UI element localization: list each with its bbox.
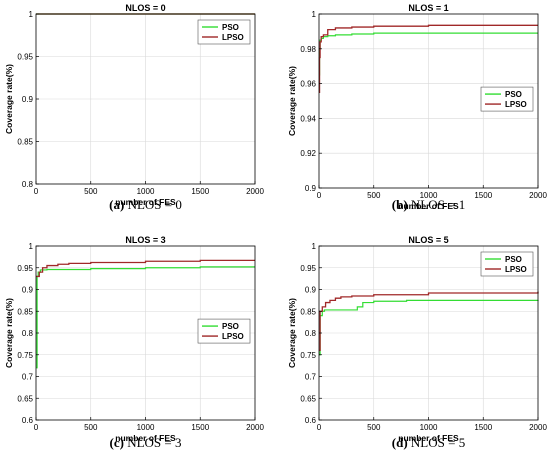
chart-title: NLOS = 0 xyxy=(125,3,165,13)
x-axis-label: number of FES xyxy=(115,197,176,207)
x-axis-label: number of FES xyxy=(398,433,459,443)
y-tick-label: 0.8 xyxy=(22,180,34,189)
y-tick-label: 0.9 xyxy=(22,286,34,295)
legend-box xyxy=(480,251,534,277)
x-tick-label: 1000 xyxy=(137,423,155,432)
y-tick-label: 0.7 xyxy=(22,373,34,382)
y-tick-label: 0.85 xyxy=(17,138,33,147)
y-tick-label: 0.75 xyxy=(17,351,33,360)
y-tick-label: 1 xyxy=(312,242,317,251)
y-tick-label: 0.9 xyxy=(22,95,34,104)
y-tick-label: 0.98 xyxy=(300,45,316,54)
x-tick-label: 500 xyxy=(367,191,381,200)
chart-title: NLOS = 5 xyxy=(408,235,448,245)
legend-label-pso: PSO xyxy=(505,90,522,99)
caption-text: NLOS = 3 xyxy=(124,435,182,450)
x-tick-label: 0 xyxy=(317,191,322,200)
y-tick-label: 0.8 xyxy=(305,329,317,338)
x-axis-label: number of FES xyxy=(398,201,459,211)
caption-label: (d) xyxy=(392,435,408,450)
legend-label-pso: PSO xyxy=(505,255,522,264)
x-tick-label: 1500 xyxy=(191,187,209,196)
x-tick-label: 500 xyxy=(84,187,98,196)
series-line-lpso xyxy=(318,24,538,93)
y-tick-label: 1 xyxy=(29,10,34,19)
y-tick-label: 0.85 xyxy=(300,307,316,316)
y-tick-label: 0.6 xyxy=(22,416,34,425)
legend-box xyxy=(197,19,251,45)
y-tick-label: 0.6 xyxy=(305,416,317,425)
y-tick-label: 0.94 xyxy=(300,114,316,123)
y-axis-label: Coverage rate(%) xyxy=(4,64,14,134)
y-tick-label: 0.95 xyxy=(17,53,33,62)
legend-label-pso: PSO xyxy=(222,23,239,32)
legend-label-lpso: LPSO xyxy=(505,265,527,274)
x-tick-label: 1000 xyxy=(137,187,155,196)
caption-label: (a) xyxy=(109,197,124,212)
y-tick-label: 1 xyxy=(312,10,317,19)
x-tick-label: 2000 xyxy=(529,423,547,432)
legend-label-lpso: LPSO xyxy=(222,332,244,341)
legend-label-lpso: LPSO xyxy=(222,33,244,42)
y-tick-label: 0.92 xyxy=(300,149,316,158)
legend-box xyxy=(197,318,251,344)
y-tick-label: 0.9 xyxy=(305,184,317,193)
y-tick-label: 0.65 xyxy=(17,394,33,403)
y-tick-label: 0.85 xyxy=(17,307,33,316)
chart-title: NLOS = 1 xyxy=(408,3,448,13)
caption-text: NLOS = 0 xyxy=(124,197,182,212)
series-line-pso xyxy=(319,299,539,356)
chart-panel-4: 0 500 1000 1500 2000 0.6 0.65 0.7 0.75 0.8 0.85 0.9… xyxy=(287,235,547,450)
x-tick-label: 2000 xyxy=(246,187,264,196)
x-tick-label: 0 xyxy=(317,423,322,432)
panel-caption: (a) NLOS = 0 xyxy=(109,197,182,212)
x-axis-label: number of FES xyxy=(115,433,176,443)
series-line-lpso xyxy=(36,259,255,278)
y-tick-label: 0.95 xyxy=(300,264,316,273)
y-tick-label: 0.75 xyxy=(300,351,316,360)
series-line-lpso xyxy=(319,291,539,352)
x-tick-label: 0 xyxy=(34,187,39,196)
x-tick-label: 1500 xyxy=(474,191,492,200)
caption-text: NLOS = 1 xyxy=(408,197,466,212)
x-tick-label: 500 xyxy=(84,423,98,432)
legend-label-pso: PSO xyxy=(222,322,239,331)
y-tick-label: 1 xyxy=(29,242,34,251)
panel-caption: (c) NLOS = 3 xyxy=(110,435,182,450)
x-tick-label: 1000 xyxy=(420,423,438,432)
caption-label: (c) xyxy=(110,435,124,450)
y-tick-label: 0.8 xyxy=(22,329,34,338)
caption-label: (b) xyxy=(392,197,408,212)
y-axis-label: Coverage rate(%) xyxy=(287,66,297,136)
y-tick-label: 0.7 xyxy=(305,373,317,382)
x-tick-label: 0 xyxy=(34,423,39,432)
x-tick-label: 1000 xyxy=(420,191,438,200)
y-tick-label: 0.65 xyxy=(300,394,316,403)
chart-panel-2: 0 500 1000 1500 2000 0.9 0.92 0.94 0.96 0.98 1 NLOS… xyxy=(287,3,547,212)
caption-text: NLOS = 5 xyxy=(408,435,466,450)
y-tick-label: 0.9 xyxy=(305,286,317,295)
x-tick-label: 500 xyxy=(367,423,381,432)
x-tick-label: 2000 xyxy=(529,191,547,200)
y-axis-label: Coverage rate(%) xyxy=(4,298,14,368)
y-tick-label: 0.96 xyxy=(300,80,316,89)
chart-panel-3: 0 500 1000 1500 2000 0.6 0.65 0.7 0.75 0.8 0.85 0.9… xyxy=(4,235,264,450)
x-tick-label: 1500 xyxy=(474,423,492,432)
legend-label-lpso: LPSO xyxy=(505,100,527,109)
y-axis-label: Coverage rate(%) xyxy=(287,298,297,368)
x-tick-label: 1500 xyxy=(191,423,209,432)
panel-caption: (d) NLOS = 5 xyxy=(392,435,465,450)
y-tick-label: 0.95 xyxy=(17,264,33,273)
x-tick-label: 2000 xyxy=(246,423,264,432)
legend-box xyxy=(480,86,534,112)
chart-title: NLOS = 3 xyxy=(125,235,165,245)
panel-caption: (b) NLOS = 1 xyxy=(392,197,465,212)
